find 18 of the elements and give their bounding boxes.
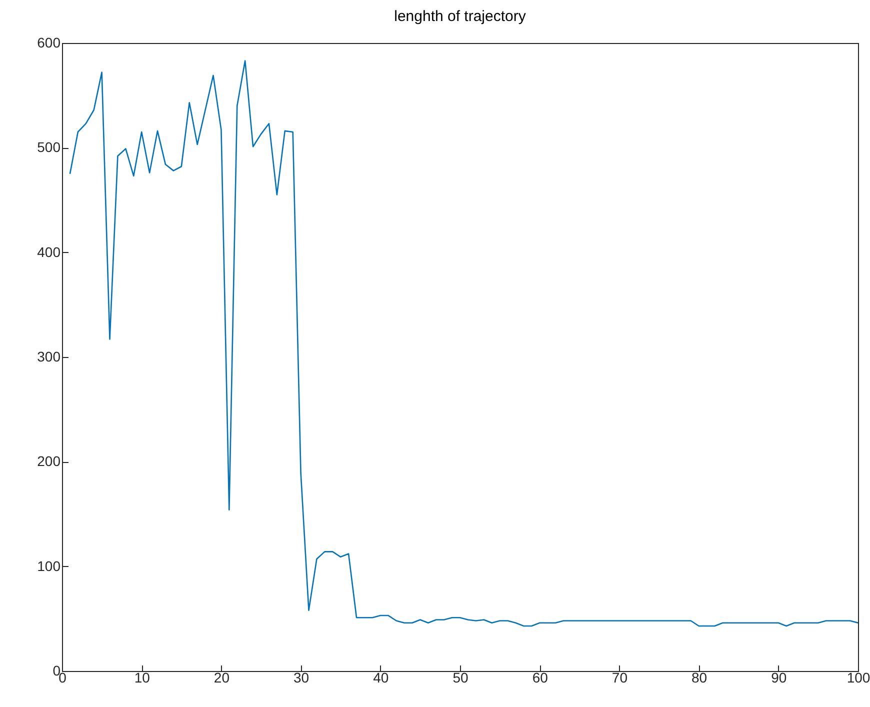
y-tick-label: 500 (37, 139, 61, 156)
x-tick-label: 90 (771, 670, 787, 686)
x-tick-label: 100 (846, 670, 870, 686)
x-tick-label: 70 (612, 670, 628, 686)
y-tick-label: 400 (37, 244, 61, 260)
x-tick-label: 60 (532, 670, 548, 686)
y-tick-label: 300 (37, 348, 61, 364)
y-tick-label: 100 (37, 558, 61, 574)
x-tick-label: 40 (373, 670, 389, 686)
line-series (69, 60, 858, 627)
y-tick-label: 200 (37, 453, 61, 470)
y-tick-label: 600 (37, 34, 61, 50)
x-tick-label: 80 (692, 670, 708, 686)
x-tick-label: 30 (294, 670, 310, 686)
x-tick-label: 10 (134, 670, 150, 686)
chart-title: lenghth of trajectory (394, 8, 526, 25)
x-tick-label: 20 (214, 670, 230, 686)
x-tick-label: 50 (452, 670, 468, 686)
